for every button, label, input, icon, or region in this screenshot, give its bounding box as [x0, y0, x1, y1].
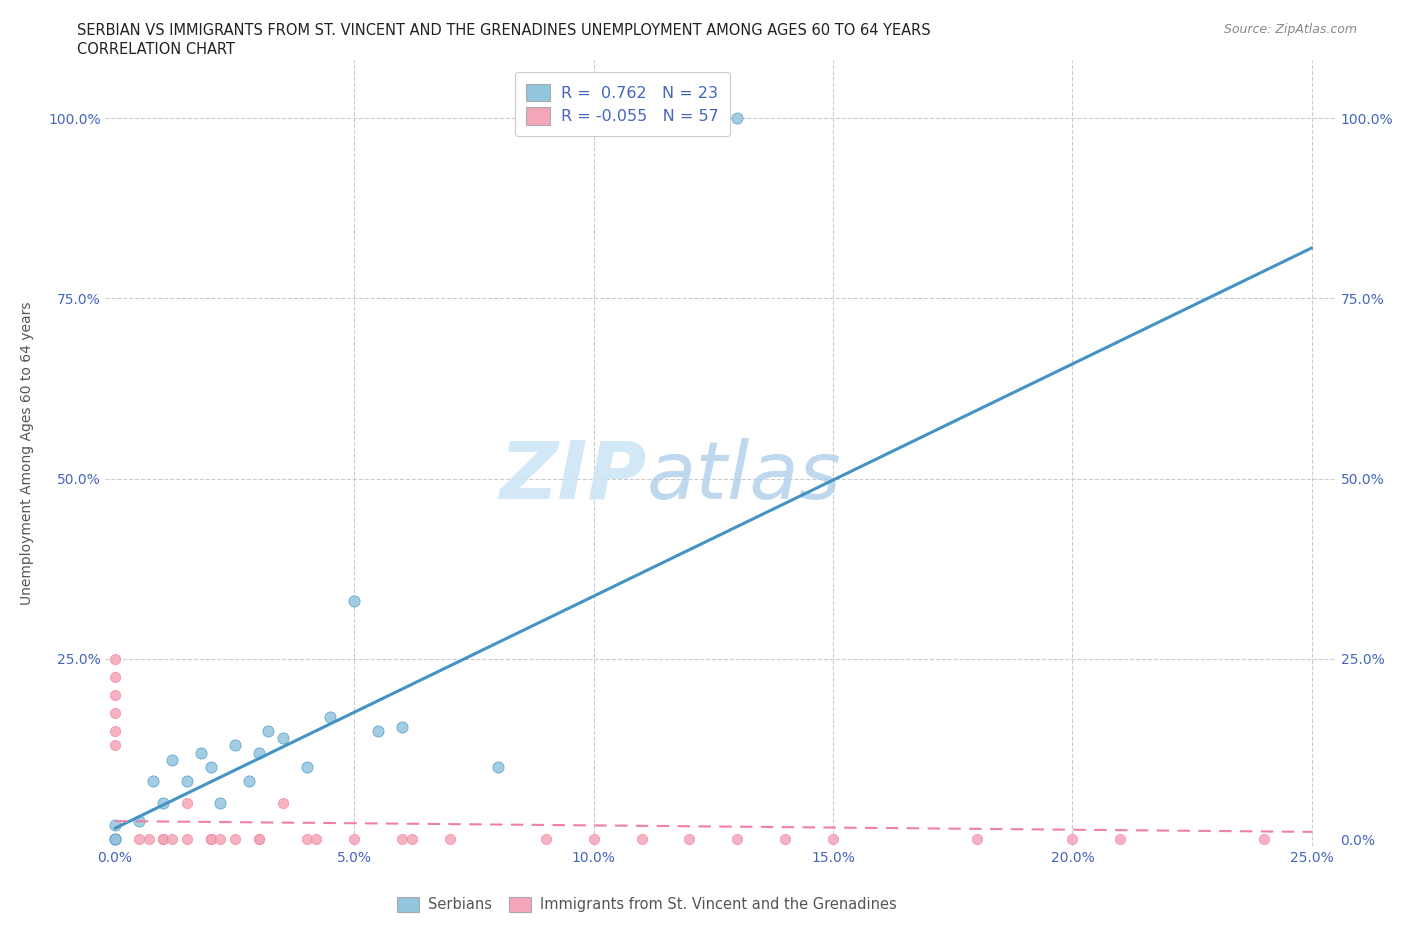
Point	[534, 831, 557, 846]
Point	[128, 814, 150, 829]
Point	[319, 709, 342, 724]
Point	[162, 831, 184, 846]
Text: Source: ZipAtlas.com: Source: ZipAtlas.com	[1223, 23, 1357, 36]
Point	[104, 737, 127, 752]
Point	[104, 831, 127, 846]
Point	[305, 831, 328, 846]
Point	[104, 831, 127, 846]
Point	[104, 831, 127, 846]
Point	[343, 593, 366, 608]
Point	[200, 760, 222, 775]
Point	[142, 774, 165, 789]
Point	[582, 831, 605, 846]
Point	[104, 724, 127, 738]
Point	[104, 670, 127, 684]
Text: CORRELATION CHART: CORRELATION CHART	[77, 42, 235, 57]
Point	[104, 831, 127, 846]
Point	[1253, 831, 1275, 846]
Point	[678, 831, 700, 846]
Point	[200, 831, 222, 846]
Point	[104, 831, 127, 846]
Legend: Serbians, Immigrants from St. Vincent and the Grenadines: Serbians, Immigrants from St. Vincent an…	[391, 891, 903, 918]
Point	[128, 831, 150, 846]
Point	[367, 724, 389, 738]
Point	[1109, 831, 1132, 846]
Text: ZIP: ZIP	[499, 438, 647, 516]
Point	[152, 831, 174, 846]
Point	[966, 831, 988, 846]
Point	[725, 831, 748, 846]
Point	[224, 831, 246, 846]
Point	[104, 831, 127, 846]
Point	[630, 831, 652, 846]
Text: atlas: atlas	[647, 438, 842, 516]
Point	[343, 831, 366, 846]
Point	[238, 774, 260, 789]
Point	[247, 831, 270, 846]
Legend: R =  0.762   N = 23, R = -0.055   N = 57: R = 0.762 N = 23, R = -0.055 N = 57	[515, 73, 730, 136]
Point	[439, 831, 461, 846]
Point	[200, 831, 222, 846]
Point	[200, 831, 222, 846]
Point	[152, 795, 174, 810]
Point	[162, 752, 184, 767]
Point	[104, 831, 127, 846]
Point	[1062, 831, 1084, 846]
Point	[401, 831, 423, 846]
Point	[271, 795, 294, 810]
Point	[209, 831, 232, 846]
Point	[104, 831, 127, 846]
Point	[176, 774, 198, 789]
Point	[104, 706, 127, 721]
Point	[391, 831, 413, 846]
Point	[104, 831, 127, 846]
Point	[176, 795, 198, 810]
Point	[104, 831, 127, 846]
Point	[725, 111, 748, 126]
Point	[295, 760, 318, 775]
Point	[104, 651, 127, 666]
Point	[152, 831, 174, 846]
Point	[176, 831, 198, 846]
Point	[104, 831, 127, 846]
Point	[138, 831, 160, 846]
Point	[295, 831, 318, 846]
Point	[104, 687, 127, 702]
Point	[104, 831, 127, 846]
Point	[391, 720, 413, 735]
Point	[247, 745, 270, 760]
Point	[104, 831, 127, 846]
Point	[224, 737, 246, 752]
Point	[247, 831, 270, 846]
Text: SERBIAN VS IMMIGRANTS FROM ST. VINCENT AND THE GRENADINES UNEMPLOYMENT AMONG AGE: SERBIAN VS IMMIGRANTS FROM ST. VINCENT A…	[77, 23, 931, 38]
Point	[823, 831, 845, 846]
Point	[486, 760, 509, 775]
Point	[104, 831, 127, 846]
Point	[271, 731, 294, 746]
Point	[257, 724, 280, 738]
Point	[104, 831, 127, 846]
Point	[209, 795, 232, 810]
Point	[104, 831, 127, 846]
Point	[190, 745, 212, 760]
Point	[104, 831, 127, 846]
Point	[104, 831, 127, 846]
Y-axis label: Unemployment Among Ages 60 to 64 years: Unemployment Among Ages 60 to 64 years	[20, 301, 34, 605]
Point	[104, 831, 127, 846]
Point	[104, 831, 127, 846]
Point	[773, 831, 796, 846]
Point	[104, 817, 127, 832]
Point	[104, 831, 127, 846]
